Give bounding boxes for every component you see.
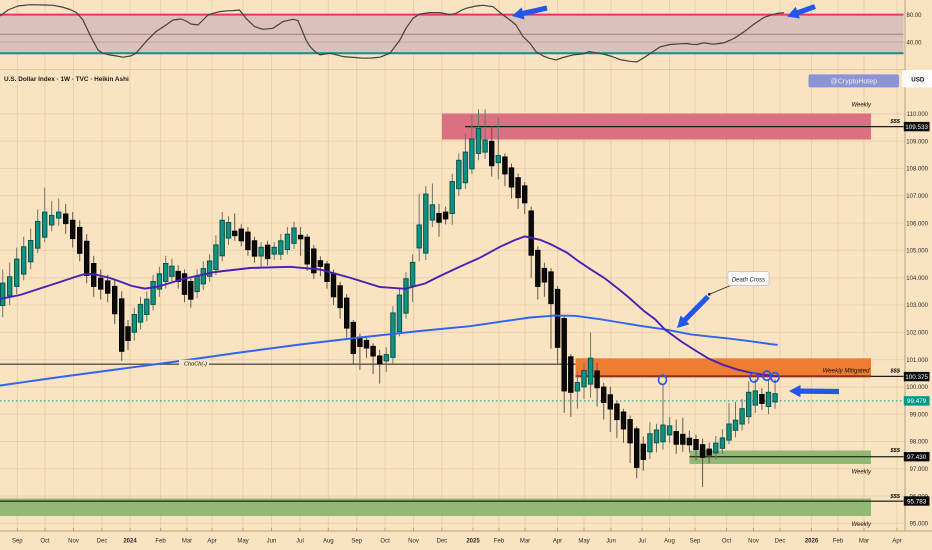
svg-text:102.000: 102.000 <box>906 331 928 337</box>
svg-text:Feb: Feb <box>155 539 166 545</box>
svg-text:Oct: Oct <box>722 539 732 545</box>
svg-text:105.000: 105.000 <box>906 249 928 255</box>
svg-text:$$$: $$$ <box>889 119 900 125</box>
svg-text:80.00: 80.00 <box>907 13 923 19</box>
svg-text:Weekly: Weekly <box>851 522 872 528</box>
svg-text:Weekly Mitigated: Weekly Mitigated <box>823 368 871 375</box>
svg-text:103.000: 103.000 <box>906 303 928 309</box>
svg-text:Mar: Mar <box>859 539 869 545</box>
svg-text:$$$: $$$ <box>889 448 900 454</box>
svg-text:104.000: 104.000 <box>906 276 928 282</box>
svg-text:2025: 2025 <box>466 539 480 545</box>
svg-text:40.00: 40.00 <box>907 41 923 47</box>
svg-text:Mar: Mar <box>182 539 192 545</box>
svg-text:97.430: 97.430 <box>907 454 927 461</box>
svg-text:Mar: Mar <box>520 539 530 545</box>
svg-text:Jun: Jun <box>267 539 277 545</box>
svg-text:95.000: 95.000 <box>910 522 929 528</box>
svg-text:98.000: 98.000 <box>910 440 929 446</box>
svg-text:$$$: $$$ <box>889 368 900 374</box>
svg-text:Jul: Jul <box>638 539 646 545</box>
svg-text:Dec: Dec <box>97 539 108 545</box>
svg-text:Oct: Oct <box>40 539 50 545</box>
svg-text:ChoCh(-): ChoCh(-) <box>184 361 207 367</box>
svg-text:Nov: Nov <box>68 539 79 545</box>
svg-text:108.000: 108.000 <box>906 167 928 173</box>
svg-text:101.000: 101.000 <box>906 358 928 364</box>
svg-text:Apr: Apr <box>207 539 216 545</box>
svg-text:Aug: Aug <box>323 539 334 545</box>
svg-text:Dec: Dec <box>775 539 786 545</box>
svg-text:Weekly: Weekly <box>851 470 872 476</box>
svg-text:Sep: Sep <box>351 539 362 545</box>
svg-text:Oct: Oct <box>380 539 390 545</box>
svg-text:Jun: Jun <box>606 539 616 545</box>
svg-text:Nov: Nov <box>408 539 419 545</box>
svg-text:Weekly: Weekly <box>851 103 872 109</box>
svg-text:U.S. Dollar Index · 1W · TVC ·: U.S. Dollar Index · 1W · TVC · Heikin As… <box>4 76 129 83</box>
svg-text:Feb: Feb <box>833 539 844 545</box>
svg-text:95.783: 95.783 <box>907 498 927 505</box>
svg-text:@CryptoHotep: @CryptoHotep <box>831 79 878 86</box>
svg-text:USD: USD <box>911 76 925 83</box>
svg-text:Aug: Aug <box>664 539 675 545</box>
svg-text:Dec: Dec <box>437 539 448 545</box>
svg-text:2026: 2026 <box>805 539 819 545</box>
svg-text:Death Cross: Death Cross <box>732 278 765 284</box>
svg-text:Sep: Sep <box>690 539 701 545</box>
svg-text:$$$: $$$ <box>889 494 900 500</box>
svg-text:Apr: Apr <box>892 539 901 545</box>
svg-text:109.533: 109.533 <box>905 124 928 131</box>
svg-text:100.375: 100.375 <box>905 374 928 381</box>
svg-text:99.000: 99.000 <box>910 412 929 418</box>
svg-text:Apr: Apr <box>553 539 562 545</box>
svg-text:107.000: 107.000 <box>906 194 928 200</box>
svg-text:Feb: Feb <box>494 539 505 545</box>
svg-text:Jul: Jul <box>296 539 304 545</box>
svg-text:May: May <box>237 539 248 545</box>
svg-text:100.000: 100.000 <box>906 385 928 391</box>
svg-text:99.479: 99.479 <box>907 398 927 405</box>
svg-text:110.000: 110.000 <box>907 112 929 118</box>
svg-text:Nov: Nov <box>748 539 759 545</box>
svg-text:Sep: Sep <box>12 539 23 545</box>
svg-text:2024: 2024 <box>123 539 137 545</box>
svg-text:May: May <box>578 539 589 545</box>
svg-text:97.000: 97.000 <box>910 467 929 473</box>
svg-text:109.000: 109.000 <box>906 139 928 145</box>
svg-text:106.000: 106.000 <box>906 221 928 227</box>
